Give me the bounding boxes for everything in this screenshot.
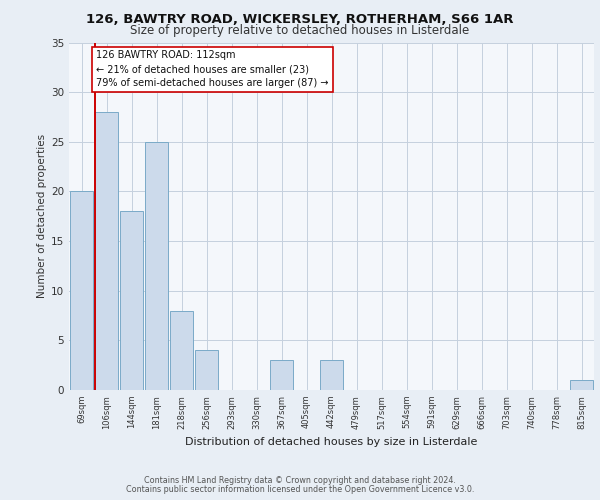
Text: Contains public sector information licensed under the Open Government Licence v3: Contains public sector information licen… xyxy=(126,484,474,494)
Text: Size of property relative to detached houses in Listerdale: Size of property relative to detached ho… xyxy=(130,24,470,37)
X-axis label: Distribution of detached houses by size in Listerdale: Distribution of detached houses by size … xyxy=(185,437,478,447)
Text: 126 BAWTRY ROAD: 112sqm
← 21% of detached houses are smaller (23)
79% of semi-de: 126 BAWTRY ROAD: 112sqm ← 21% of detache… xyxy=(96,50,329,88)
Bar xyxy=(320,360,343,390)
Text: Contains HM Land Registry data © Crown copyright and database right 2024.: Contains HM Land Registry data © Crown c… xyxy=(144,476,456,485)
Bar xyxy=(120,212,143,390)
Bar xyxy=(70,192,93,390)
Y-axis label: Number of detached properties: Number of detached properties xyxy=(37,134,47,298)
Bar xyxy=(195,350,218,390)
Bar xyxy=(270,360,293,390)
Bar xyxy=(145,142,168,390)
Bar xyxy=(170,310,193,390)
Bar xyxy=(95,112,118,390)
Bar xyxy=(570,380,593,390)
Text: 126, BAWTRY ROAD, WICKERSLEY, ROTHERHAM, S66 1AR: 126, BAWTRY ROAD, WICKERSLEY, ROTHERHAM,… xyxy=(86,13,514,26)
